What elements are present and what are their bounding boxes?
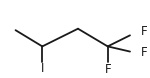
Text: F: F xyxy=(140,46,147,59)
Text: I: I xyxy=(41,62,44,75)
Text: F: F xyxy=(104,63,111,77)
Text: F: F xyxy=(140,25,147,38)
